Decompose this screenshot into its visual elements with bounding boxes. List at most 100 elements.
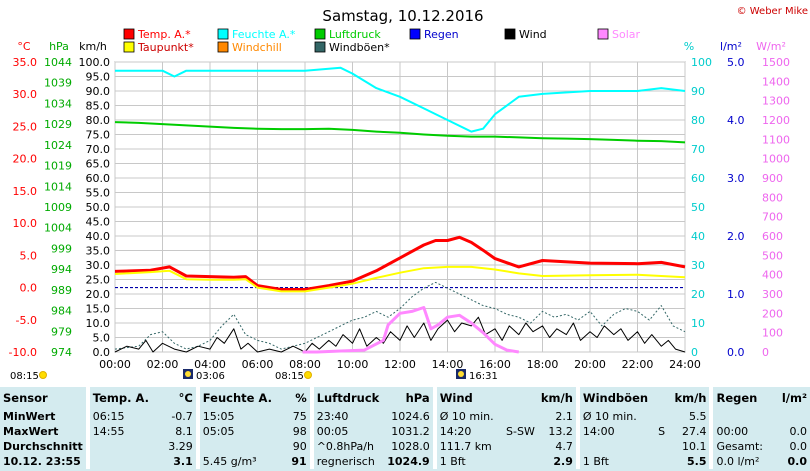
x-tick-label: 02:00 — [147, 358, 179, 371]
pressure-tick-label: 994 — [51, 263, 72, 276]
marker-time: 16:31 — [469, 371, 498, 382]
pressure-value: 1024.9 — [387, 455, 430, 468]
wind-distance: 111.7 km — [432, 439, 499, 454]
wind-direction: S-SW — [506, 425, 535, 438]
wind-tick-label: 10.0 — [86, 317, 111, 330]
solar-tick-label: 300 — [762, 288, 783, 301]
header-wind-spacer — [499, 387, 538, 409]
wind-axis-unit: km/h — [79, 40, 107, 53]
wind-value: 4.7 — [555, 440, 573, 453]
temp-time — [85, 439, 158, 454]
solar-tick-label: 500 — [762, 249, 783, 262]
x-tick-label: 24:00 — [669, 358, 701, 371]
x-tick-label: 16:00 — [479, 358, 511, 371]
legend-label: Wind — [519, 28, 547, 41]
pressure-tick-label: 1039 — [44, 77, 72, 90]
pressure-value: 1028.0 — [391, 440, 430, 453]
temp-tick-label: 5.0 — [20, 249, 38, 262]
wind-tick-label: 30.0 — [86, 259, 111, 272]
wind-tick-label: 80.0 — [86, 114, 111, 127]
rain-label: Gesamt: — [709, 439, 773, 454]
x-tick-label: 22:00 — [622, 358, 654, 371]
stats-row-average: Durchschnitt 3.29 90 ^0.8hPa/h 1028.0 11… — [0, 439, 810, 454]
wind-tick-label: 25.0 — [86, 274, 111, 287]
stats-row-min: MinWert 06:15 -0.7 15:05 75 23:40 1024.6… — [0, 409, 810, 424]
legend-swatch — [409, 28, 421, 40]
wind-tick-label: 100.0 — [79, 56, 111, 69]
credit-label: © Weber Mike — [737, 6, 808, 17]
humidity-tick-label: 10 — [691, 317, 705, 330]
solar-tick-label: 400 — [762, 269, 783, 282]
x-tick-label: 04:00 — [194, 358, 226, 371]
gusts-label — [575, 439, 652, 454]
gusts-label: Ø 10 min. — [575, 409, 652, 424]
solar-tick-label: 600 — [762, 230, 783, 243]
wind-direction — [499, 454, 538, 469]
humidity-tick-label: 60 — [691, 172, 705, 185]
header-humidity-unit: % — [295, 391, 307, 405]
gusts-direction — [651, 409, 668, 424]
legend-swatch — [123, 41, 135, 53]
temp-axis-unit: °C — [17, 40, 31, 53]
solar-tick-label: 1300 — [762, 95, 790, 108]
pressure-tick-label: 1019 — [44, 160, 72, 173]
temp-value: 3.1 — [173, 455, 193, 468]
header-temp-unit: °C — [178, 391, 193, 405]
stats-row-max: MaxWert 14:55 8.1 05:05 98 00:05 1031.2 … — [0, 424, 810, 439]
x-tick-label: 10:00 — [337, 358, 369, 371]
humidity-tick-label: 30 — [691, 259, 705, 272]
gusts-beaufort: 1 Bft — [575, 454, 652, 469]
absolute-humidity: 5.45 g/m³ — [195, 454, 276, 469]
wind-label: Ø 10 min. — [432, 409, 499, 424]
solar-tick-label: 200 — [762, 307, 783, 320]
x-tick-label: 00:00 — [99, 358, 131, 371]
header-wind: Wind — [432, 387, 499, 409]
humidity-tick-label: 100 — [691, 56, 712, 69]
temp-value: -0.7 — [171, 410, 193, 423]
pressure-tick-label: 974 — [51, 346, 72, 359]
rain-tick-label: 0.0 — [727, 346, 745, 359]
temp-tick-label: 25.0 — [13, 120, 38, 133]
legend-label: Luftdruck — [329, 28, 381, 41]
series-temp-a — [114, 235, 686, 291]
wind-tick-label: 90.0 — [86, 85, 111, 98]
humidity-time: 05:05 — [195, 424, 276, 439]
solar-tick-label: 1500 — [762, 56, 790, 69]
series-layer — [114, 66, 686, 354]
wind-tick-label: 20.0 — [86, 288, 111, 301]
solar-tick-label: 1400 — [762, 75, 790, 88]
row-label: MinWert — [3, 410, 56, 423]
x-tick-label: 06:00 — [242, 358, 274, 371]
humidity-axis-unit: % — [684, 40, 694, 53]
pressure-forecast: regnerisch — [309, 454, 385, 469]
legend-label: Feuchte A.* — [232, 28, 296, 41]
legend-label: Windböen* — [329, 41, 390, 54]
moon-glyph — [185, 371, 191, 377]
humidity-time — [195, 439, 276, 454]
humidity-tick-label: 90 — [691, 85, 705, 98]
header-gusts-unit: km/h — [674, 391, 707, 405]
solar-tick-label: 100 — [762, 327, 783, 340]
header-rain: Regen — [709, 387, 773, 409]
series-wind — [114, 316, 686, 353]
pressure-tick-label: 1034 — [44, 97, 72, 110]
wind-tick-label: 15.0 — [86, 303, 111, 316]
row-label: MaxWert — [3, 425, 59, 438]
header-gusts: Windböen — [575, 387, 652, 409]
wind-tick-label: 45.0 — [86, 216, 111, 229]
rain-value: 0.0 — [787, 455, 808, 468]
rain-tick-label: 4.0 — [727, 114, 745, 127]
x-tick-label: 18:00 — [527, 358, 559, 371]
solar-tick-label: 1100 — [762, 133, 790, 146]
axis-ticks: 35.030.025.020.015.010.05.00.0-5.0-10.01… — [9, 56, 790, 371]
x-tick-label: 12:00 — [384, 358, 416, 371]
pressure-tick-label: 1024 — [44, 139, 72, 152]
legend-label: Windchill — [232, 41, 282, 54]
humidity-value: 75 — [292, 410, 307, 423]
wind-tick-label: 35.0 — [86, 245, 111, 258]
legend-label: Taupunkt* — [137, 41, 194, 54]
pressure-tick-label: 1014 — [44, 180, 72, 193]
wind-value: 2.1 — [555, 410, 573, 423]
marker-time: 08:15 — [275, 371, 304, 382]
stats-row-current: 10.12. 23:55 3.1 5.45 g/m³ 91 regnerisch… — [0, 454, 810, 469]
